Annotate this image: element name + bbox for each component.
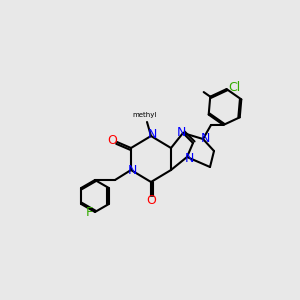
Text: methyl: methyl: [133, 112, 157, 118]
Text: N: N: [127, 164, 137, 176]
Text: N: N: [147, 128, 157, 140]
Text: F: F: [85, 206, 93, 220]
Text: N: N: [200, 131, 210, 145]
Text: O: O: [107, 134, 117, 146]
Text: Cl: Cl: [228, 81, 241, 94]
Text: O: O: [146, 194, 156, 208]
Text: N: N: [184, 152, 194, 166]
Text: N: N: [176, 127, 186, 140]
